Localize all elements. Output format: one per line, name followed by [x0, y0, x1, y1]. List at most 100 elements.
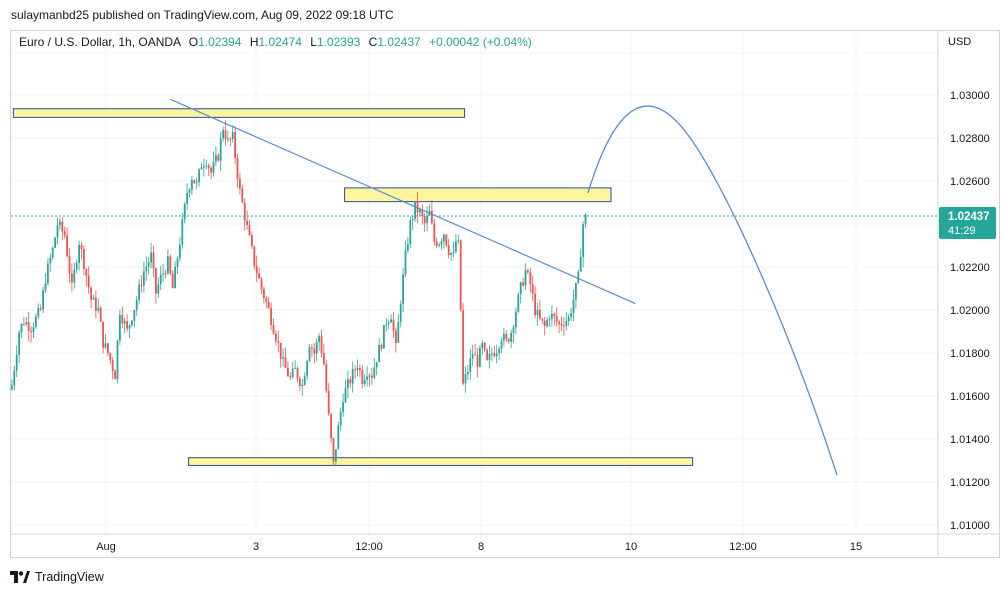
candle-body [387, 322, 390, 325]
candle-body [114, 370, 116, 380]
candle-body [531, 284, 534, 294]
candle-body [164, 273, 167, 275]
candle-body [455, 241, 457, 252]
candle-body [491, 353, 493, 355]
zones [12, 108, 694, 466]
legend-symbol: Euro / U.S. Dollar, 1h, OANDA [19, 35, 181, 49]
candle-body [407, 244, 409, 251]
candle-body [207, 165, 210, 168]
candle-body [347, 379, 349, 389]
candle-body [512, 327, 515, 333]
candle-body [126, 321, 128, 329]
candle-body [476, 354, 479, 367]
candle-body [107, 343, 109, 354]
candle-body [510, 332, 512, 342]
candle-body [481, 342, 484, 348]
candle-body [66, 235, 68, 257]
candle-body [203, 166, 205, 168]
time-tick: 15 [850, 541, 862, 553]
candle-body [258, 273, 260, 279]
candle-body [102, 321, 104, 348]
footer: TradingView [10, 566, 104, 588]
candle-body [210, 167, 212, 173]
candle-body [575, 282, 577, 300]
candle-body [174, 266, 176, 289]
candle-body [366, 376, 368, 380]
top-resistance-zone[interactable] [12, 108, 466, 118]
time-tick: 10 [625, 541, 637, 553]
candle-body [188, 189, 191, 193]
candle-body [92, 297, 95, 300]
bottom-support-zone[interactable] [188, 457, 694, 466]
candle-body [287, 367, 289, 377]
candle-body [457, 240, 460, 242]
candle-body [138, 284, 140, 301]
candle-body [198, 169, 200, 183]
candle-body [582, 224, 584, 258]
mid-resistance-zone[interactable] [344, 187, 612, 203]
candle-body [97, 307, 100, 311]
candle-body [443, 234, 445, 242]
candle-body [176, 258, 179, 267]
last-price-value: 1.02437 [948, 211, 990, 223]
candle-body [116, 340, 119, 380]
candle-body [169, 256, 172, 274]
candle-body [354, 369, 356, 371]
projection-arc[interactable] [587, 105, 838, 476]
candle-body [99, 307, 102, 322]
candle-body [467, 372, 469, 375]
candle-body [320, 336, 323, 353]
candle-body [459, 240, 462, 311]
candle-body [383, 325, 385, 349]
candle-body [42, 290, 44, 310]
candle-body [87, 275, 90, 288]
candle-body [536, 309, 539, 316]
candle-body [474, 354, 476, 356]
candle-body [555, 316, 558, 322]
candle-body [267, 301, 270, 308]
tradingview-brand[interactable]: TradingView [35, 570, 104, 584]
candle-body [567, 317, 570, 321]
candle-body [433, 223, 436, 242]
candle-body [39, 308, 42, 310]
candle-body [584, 214, 587, 225]
candle-body [327, 390, 330, 414]
candle-body [522, 282, 524, 286]
candle-body [95, 297, 97, 311]
candle-body [318, 336, 320, 343]
price-tick: 1.02800 [950, 133, 990, 145]
candle-body [236, 158, 239, 179]
legend-close-label: C [369, 35, 378, 49]
trendline[interactable] [170, 98, 636, 305]
candle-body [265, 298, 268, 302]
candle-body [486, 349, 488, 360]
candle-body [515, 311, 517, 328]
candle-body [253, 246, 256, 267]
price-tick: 1.03000 [950, 90, 990, 102]
candle-body [25, 322, 28, 325]
time-ticks: Aug 3 12:00 8 10 12:00 15 [96, 541, 862, 553]
candle-body [222, 130, 224, 139]
candle-body [421, 209, 424, 216]
candle-body [507, 338, 510, 342]
candle-body [308, 347, 311, 362]
candle-body [248, 225, 251, 236]
candle-body [335, 449, 337, 462]
candle-body [140, 284, 143, 286]
candle-body [294, 367, 296, 369]
candle-body [541, 318, 544, 321]
candle-body [392, 319, 395, 331]
candle-body [409, 220, 412, 245]
candle-body [71, 273, 73, 283]
candle-body [524, 270, 527, 286]
candle-body [411, 218, 414, 221]
candle-body [517, 294, 520, 312]
candle-body [337, 425, 340, 450]
legend-open-label: O [189, 35, 198, 49]
candle-body [325, 364, 328, 391]
time-tick: Aug [96, 541, 116, 553]
candle-body [464, 374, 467, 384]
candle-body [133, 309, 136, 321]
candle-body [111, 360, 114, 371]
